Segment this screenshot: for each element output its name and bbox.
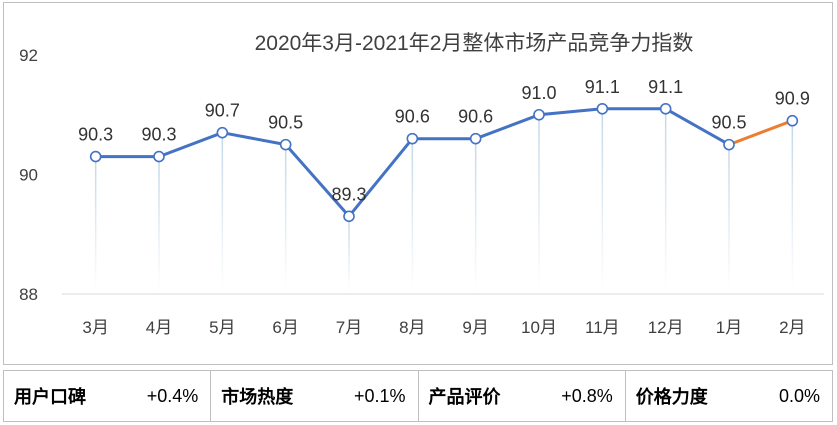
data-point <box>723 138 735 151</box>
metric-value: +0.8% <box>561 385 613 406</box>
data-label: 91.0 <box>521 83 556 103</box>
x-tick-label: 8月 <box>399 318 425 337</box>
metric-label: 市场热度 <box>221 387 294 407</box>
metric-user-reviews: 用户口碑 +0.4% <box>4 371 212 421</box>
x-tick-label: 7月 <box>336 318 362 337</box>
data-point <box>596 102 609 115</box>
y-tick-label: 88 <box>19 285 38 304</box>
data-label: 90.3 <box>78 125 113 145</box>
x-tick-label: 12月 <box>648 318 684 337</box>
drop-line <box>728 144 730 292</box>
data-label: 90.6 <box>395 107 430 127</box>
data-point <box>786 114 799 127</box>
x-tick-label: 9月 <box>462 318 488 337</box>
metric-value: +0.4% <box>146 385 199 406</box>
data-label: 90.6 <box>458 107 493 127</box>
data-point <box>279 138 292 151</box>
data-point <box>659 102 672 115</box>
x-tick-label: 10月 <box>521 318 557 337</box>
data-label: 90.9 <box>775 89 810 109</box>
drop-line <box>221 132 224 292</box>
y-tick-label: 92 <box>19 46 38 65</box>
metric-value: +0.1% <box>353 385 406 406</box>
data-point <box>533 108 545 121</box>
drop-line <box>664 108 667 293</box>
metric-price-strength: 价格力度 0.0% <box>626 371 832 421</box>
drop-line <box>411 138 414 292</box>
chart-frame: 2020年3月-2021年2月整体市场产品竞争力指数 88 90 92 90.3 90… <box>3 2 833 365</box>
drop-line <box>348 216 350 292</box>
data-label: 89.3 <box>331 184 366 204</box>
y-tick-label: 90 <box>19 166 38 185</box>
data-label: 90.7 <box>205 101 240 121</box>
x-tick-label: 2月 <box>779 318 805 337</box>
metric-label: 产品评价 <box>428 387 501 407</box>
data-label: 90.5 <box>268 113 303 133</box>
metric-product-rating: 产品评价 +0.8% <box>419 371 626 421</box>
drop-line <box>158 156 160 292</box>
data-point <box>406 132 419 145</box>
data-point <box>216 126 229 139</box>
data-label: 90.3 <box>141 125 176 145</box>
x-tick-label: 3月 <box>82 318 108 337</box>
x-tick-label: 5月 <box>209 318 235 337</box>
data-label: 91.1 <box>585 77 620 97</box>
data-label: 91.1 <box>648 77 683 97</box>
x-tick-label: 1月 <box>716 318 742 337</box>
metrics-table: 用户口碑 +0.4% 市场热度 +0.1% 产品评价 +0.8% 价格力度 0.… <box>3 370 833 422</box>
metric-market-heat: 市场热度 +0.1% <box>211 371 419 421</box>
data-point <box>153 150 165 163</box>
metric-value: 0.0% <box>778 385 820 406</box>
chart-title: 2020年3月-2021年2月整体市场产品竞争力指数 <box>255 32 694 55</box>
x-tick-label: 6月 <box>272 318 298 337</box>
drop-line <box>601 108 604 293</box>
data-point <box>343 210 355 223</box>
data-point <box>89 150 102 163</box>
metric-label: 价格力度 <box>635 387 708 407</box>
drop-line <box>474 138 477 292</box>
data-label: 90.5 <box>711 113 746 133</box>
drop-line <box>538 114 540 292</box>
drop-line <box>791 120 794 292</box>
drop-line <box>94 156 97 292</box>
x-tick-label: 11月 <box>585 318 620 337</box>
x-tick-label: 4月 <box>146 318 172 337</box>
series-line-last-segment <box>728 119 793 147</box>
data-point <box>469 132 482 145</box>
line-chart: 2020年3月-2021年2月整体市场产品竞争力指数 88 90 92 90.3 90… <box>19 32 824 337</box>
drop-line <box>284 144 287 292</box>
metric-label: 用户口碑 <box>14 387 86 407</box>
